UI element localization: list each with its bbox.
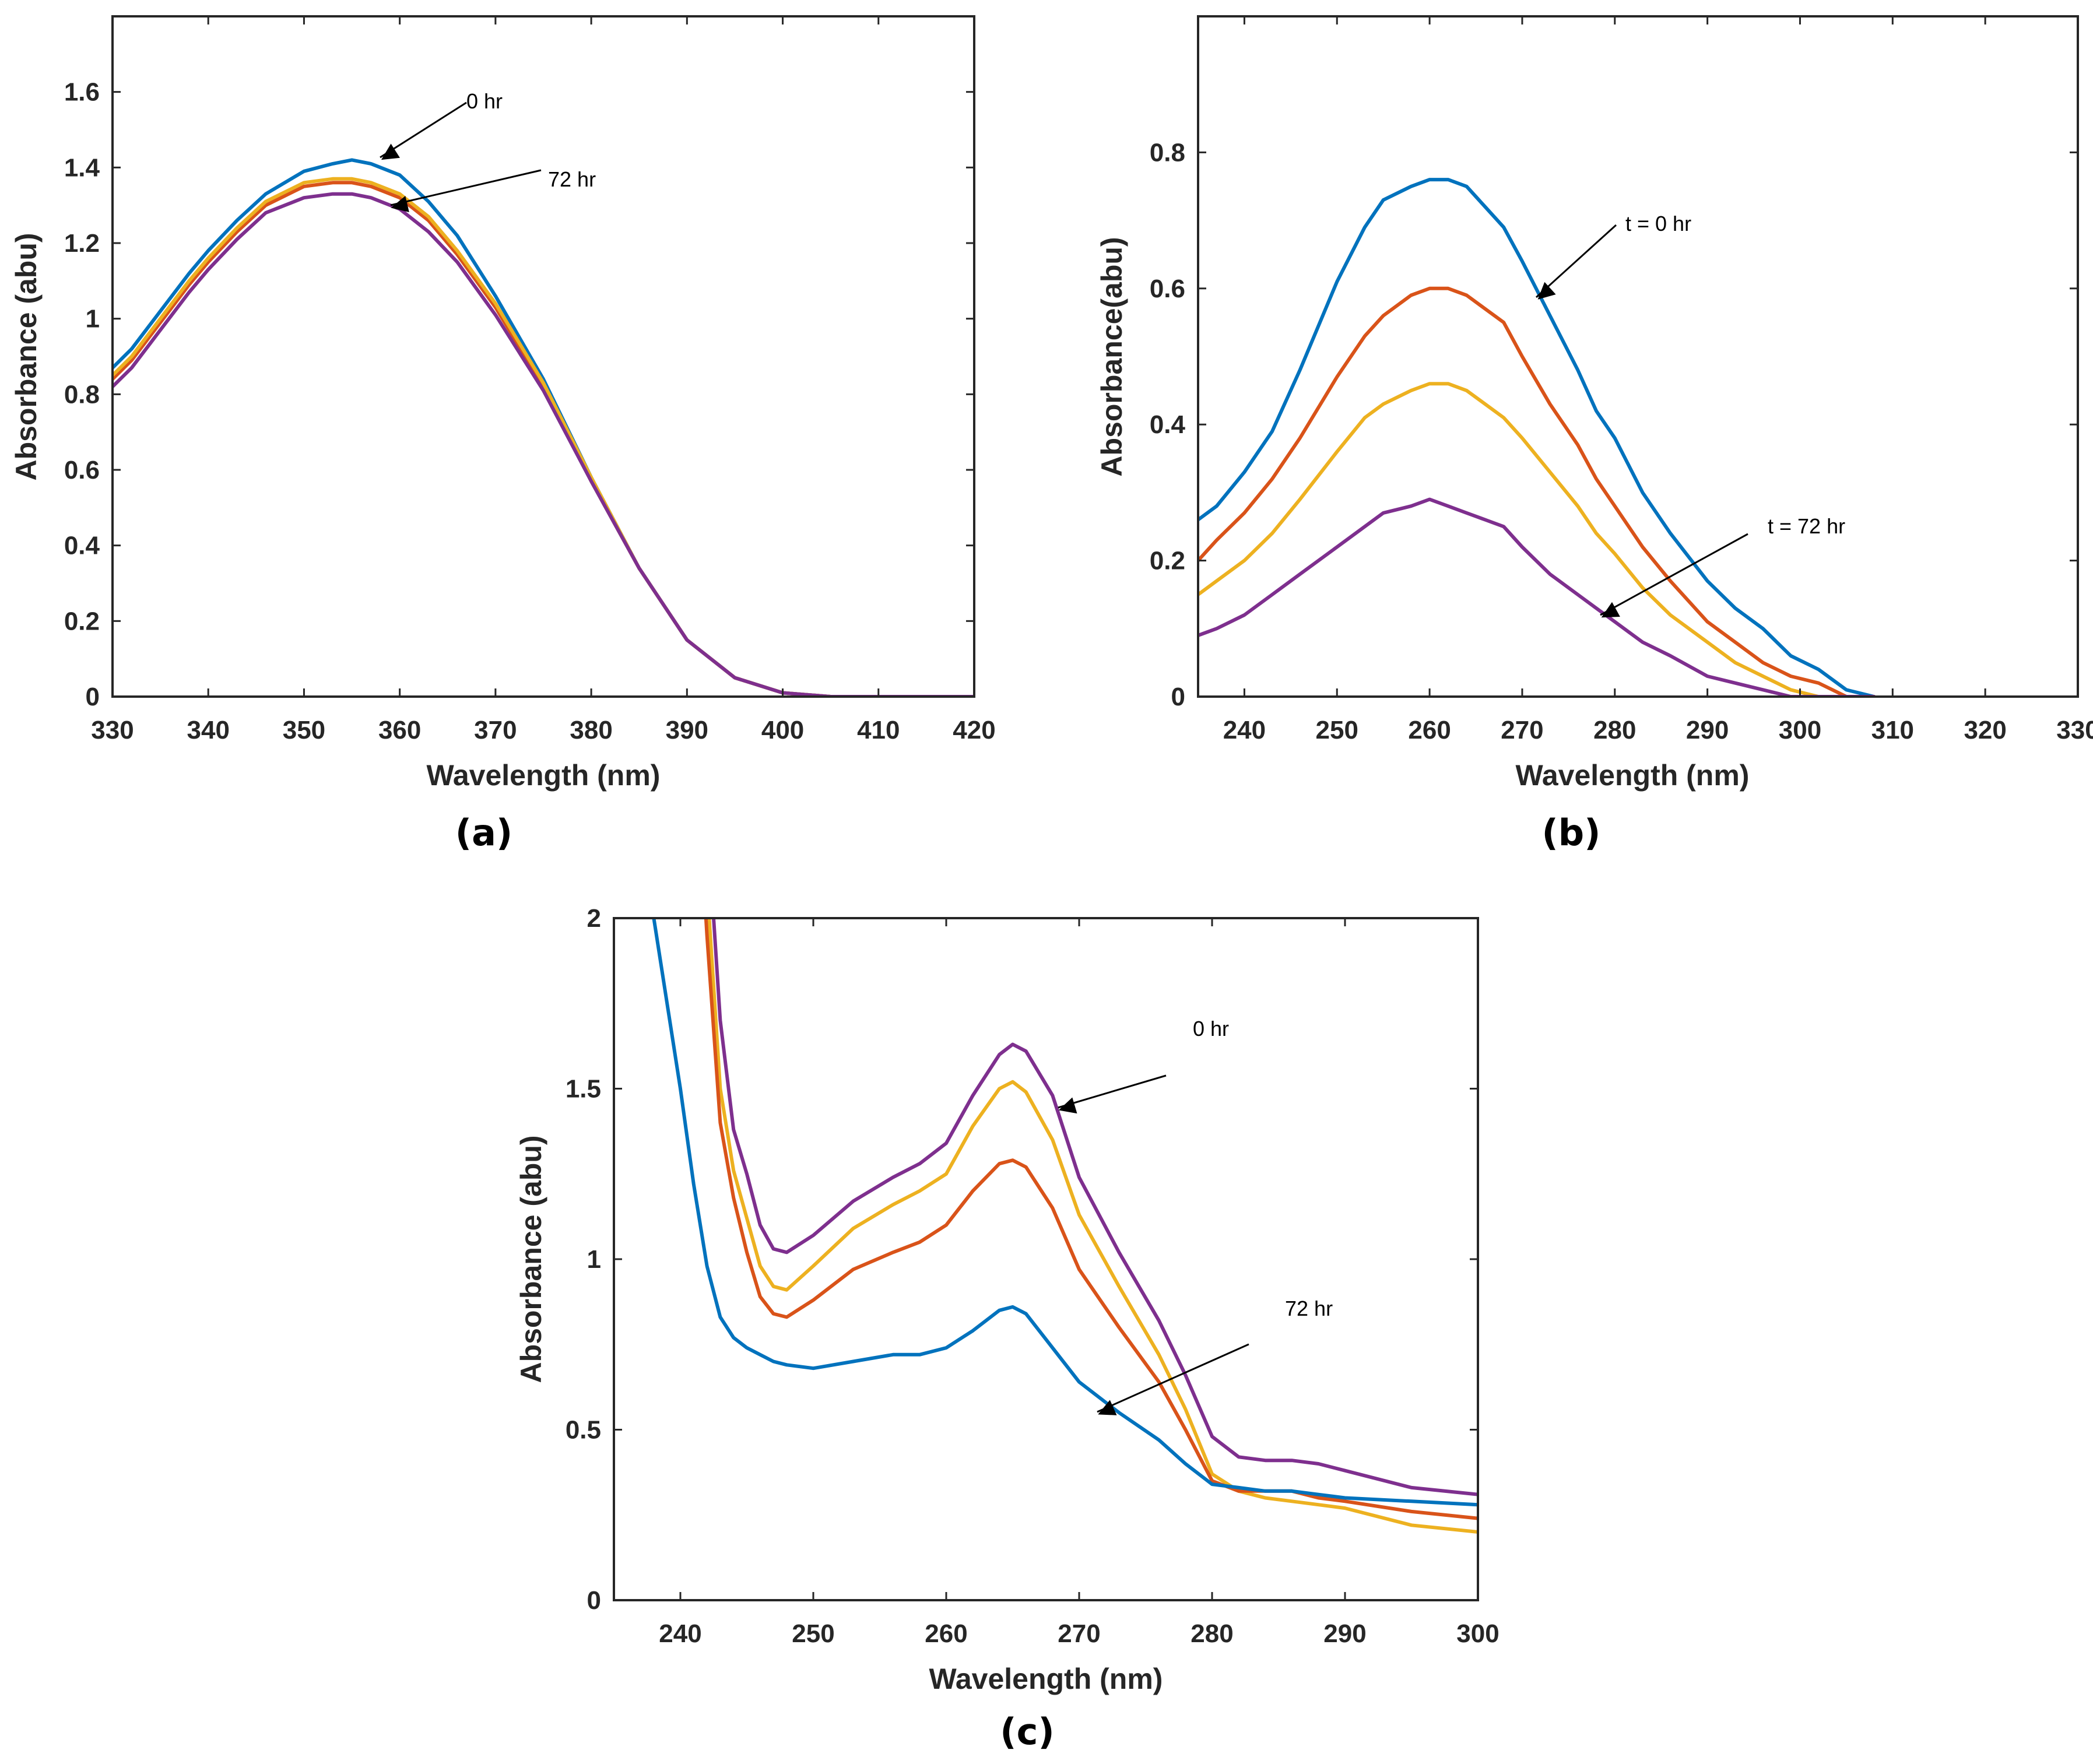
panel-b-xtick-label: 300 [1779,716,1821,744]
panel-a-xtick-label: 360 [378,716,421,744]
panel-b-ytick-label: 0.4 [1150,410,1186,439]
panel-c-series-0-hr [711,918,1478,1496]
panel-b-xlabel: Wavelength (nm) [1516,759,1750,792]
panel-b-ytick-label: 0.8 [1150,138,1185,167]
panel-a-label: (a) [455,811,513,854]
panel-a-arrow-72hr [390,169,542,213]
panel-c-xtick-label: 240 [659,1619,701,1648]
panel-a-chart: 330 340 350 360 370 380 390 400 410 420 0 0.2 0.4 0.6… [10,15,996,854]
panel-b-series-t-24-hr [1198,286,1876,697]
panel-c-ytick-label: 1.5 [566,1075,601,1104]
panel-c-annotation-72hr: 72 hr [1097,1296,1333,1415]
panel-a-ytick-label: 0.8 [64,380,100,409]
panel-b-ticks: 240 250 260 270 280 290 300 310 320 330 0 0.2 0.4 0.6… [1150,16,2093,744]
panel-c-xtick-label: 290 [1323,1619,1366,1648]
panel-a-annotation-72hr: 72 hr [390,167,596,213]
panel-a-ytick-label: 0.6 [64,456,100,484]
panel-b-xtick-label: 240 [1223,716,1266,744]
panel-b-xtick-label: 290 [1686,716,1729,744]
panel-b-arrow-72hr [1600,533,1748,618]
panel-c-ytick-label: 2 [587,904,601,933]
panel-b-ytick-label: 0 [1171,683,1185,711]
panel-a-ytick-label: 1 [86,305,100,333]
panel-a-xtick-label: 330 [91,716,134,744]
panel-a-annotation-0hr-text: 0 hr [466,89,503,113]
panel-b-annotation-72hr-text: t = 72 hr [1768,514,1845,538]
panel-a-ticks: 330 340 350 360 370 380 390 400 410 420 0 0.2 0.4 0.6… [64,16,996,744]
panel-a-xtick-label: 380 [570,716,612,744]
panel-c-xlabel: Wavelength (nm) [929,1663,1163,1695]
panel-c-series-24-hr [707,918,1478,1534]
panel-b-frame [1197,15,2079,698]
panel-a-xtick-label: 410 [857,716,900,744]
panel-a-xtick-label: 350 [283,716,325,744]
panel-c-ylabel: Absorbance (abu) [515,1135,547,1383]
panel-b-arrow-0hr [1535,224,1617,300]
panel-c-ticks: 240 250 260 270 280 290 300 0 0.5 1 1.5 2 [566,904,1499,1648]
panel-c-xtick-label: 270 [1058,1619,1100,1648]
panel-a-xlabel: Wavelength (nm) [427,759,661,792]
panel-a-ytick-label: 0.4 [64,532,100,560]
panel-b-chart: 240 250 260 270 280 290 300 310 320 330 0 0.2 0.4 0.6… [1095,15,2093,854]
panel-a-ylabel: Absorbance (abu) [10,233,43,480]
panel-c-ytick-label: 0 [587,1586,601,1615]
panel-b-annotation-0hr-text: t = 0 hr [1625,212,1691,236]
panel-b-xtick-label: 280 [1593,716,1636,744]
panel-a-xtick-label: 390 [666,716,708,744]
panel-b-annotation-0hr: t = 0 hr [1535,212,1691,300]
panel-b-xtick-label: 260 [1408,716,1451,744]
panel-b-xtick-label: 330 [2056,716,2093,744]
panel-b-xtick-label: 270 [1501,716,1543,744]
panel-a-xtick-label: 370 [474,716,517,744]
panel-b-ytick-label: 0.2 [1150,547,1185,575]
panel-b-label: (b) [1541,811,1600,854]
panel-b-xtick-label: 250 [1316,716,1358,744]
panel-c-label: (c) [1000,1710,1054,1753]
panel-a-annotation-72hr-text: 72 hr [548,167,596,191]
panel-c-ytick-label: 0.5 [566,1416,601,1445]
panel-a-frame [111,15,975,698]
panel-b-annotation-72hr: t = 72 hr [1600,514,1845,618]
panel-a-xtick-label: 340 [187,716,230,744]
panel-c-ytick-label: 1 [587,1245,601,1274]
panel-c-arrow-0hr [1058,1074,1167,1114]
panel-b-ylabel: Absorbance(abu) [1095,237,1128,476]
panel-a-xtick-label: 400 [761,716,804,744]
panel-c-xtick-label: 280 [1191,1619,1233,1648]
panel-a-annotation-0hr: 0 hr [380,89,503,160]
panel-c-annotation-0hr: 0 hr [1058,1017,1229,1114]
panel-a-ytick-label: 1.2 [64,229,100,258]
panel-c-arrow-72hr [1097,1343,1249,1415]
panel-b-series-t-0-hr [1198,178,1876,697]
panel-c-xtick-label: 250 [792,1619,834,1648]
panel-c-xtick-label: 300 [1456,1619,1499,1648]
panel-a-ytick-label: 1.6 [64,78,100,107]
panel-b-curves [1198,178,1876,697]
panel-a-arrow-0hr [380,101,467,160]
panel-b-series-t-72-hr [1198,497,1876,697]
panel-c-annotation-72hr-text: 72 hr [1285,1296,1333,1320]
panel-c-curves [652,918,1478,1534]
panel-b-xtick-label: 310 [1871,716,1914,744]
panel-b-xtick-label: 320 [1964,716,2006,744]
panel-c-chart: 240 250 260 270 280 290 300 0 0.5 1 1.5 2 Wavelengt… [515,904,1499,1753]
panel-b-series-t-48-hr [1198,382,1876,697]
panel-a-xtick-label: 420 [953,716,995,744]
panel-a-ytick-label: 0 [86,683,100,711]
panel-a-ytick-label: 1.4 [64,153,100,182]
panel-c-annotation-0hr-text: 0 hr [1193,1017,1229,1041]
panel-b-ytick-label: 0.6 [1150,275,1185,303]
panel-a-ytick-label: 0.2 [64,607,100,635]
panel-c-series-72-hr [652,918,1478,1507]
panel-c-xtick-label: 260 [925,1619,967,1648]
